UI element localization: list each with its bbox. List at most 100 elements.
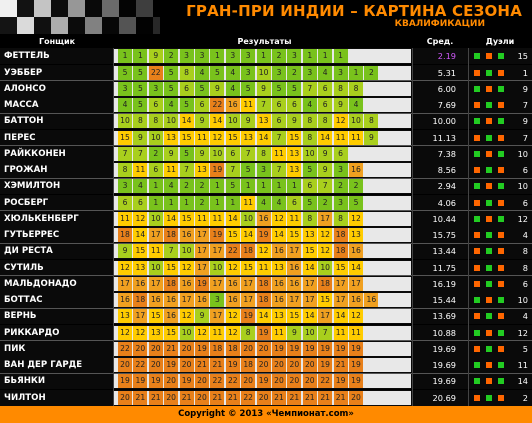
result-cell: 14: [349, 260, 363, 275]
duel-marker: [498, 69, 504, 76]
duel-count: 4: [522, 311, 528, 321]
result-cell: 10: [302, 325, 317, 340]
column-header-results: Результаты: [237, 37, 292, 46]
duel-marker: [498, 297, 504, 303]
result-cell: 20: [179, 341, 194, 356]
average-position: 8.56: [437, 165, 456, 175]
average-position: 20.69: [432, 392, 456, 403]
result-cell: 12: [179, 260, 194, 275]
result-cell: 12: [318, 244, 333, 258]
pair-separator: [0, 80, 532, 81]
result-cell: 5: [241, 163, 256, 177]
result-cell: 6: [148, 163, 163, 177]
result-cell: 22: [133, 358, 148, 372]
result-cell: 21: [164, 341, 179, 356]
driver-name: УЭББЕР: [4, 67, 43, 78]
duel-marker: [486, 329, 492, 336]
driver-row: МАЛЬДОНАДО 17 16 17 18 16 19 17 16 17 18 16 16 17 18 17…: [0, 275, 532, 292]
duel-marker: [486, 280, 492, 287]
result-cell: 14: [133, 228, 148, 242]
result-cell: 22: [148, 65, 163, 80]
result-cell: 9: [195, 146, 209, 161]
flag-square: [119, 17, 136, 34]
flag-square: [85, 17, 102, 34]
duel-marker: [474, 345, 480, 352]
result-cell: 3: [195, 49, 209, 63]
duel-count: 7: [522, 100, 528, 110]
result-cell: 20: [256, 341, 271, 356]
result-cell: 16: [133, 276, 148, 291]
result-cell: 6: [318, 98, 333, 112]
duel-marker: [498, 313, 504, 319]
duel-count: 6: [522, 165, 528, 175]
result-cell: 7: [179, 163, 194, 177]
result-cell: 7: [272, 130, 286, 145]
result-cell: 12: [333, 114, 348, 128]
result-cell: 17: [210, 244, 225, 258]
duel-count: 7: [522, 132, 528, 143]
result-cell: 10: [164, 114, 179, 128]
column-header-driver: Гонщик: [39, 37, 75, 46]
result-cell: 14: [302, 309, 317, 323]
result-cell: 19: [179, 374, 194, 388]
result-cell: 20: [287, 374, 302, 388]
result-cell: 15: [287, 309, 302, 323]
result-cell: 17: [195, 260, 209, 275]
driver-name: ДИ РЕСТА: [4, 246, 53, 256]
flag-square: [68, 17, 85, 34]
average-position: 19.69: [432, 360, 456, 370]
result-cell: 17: [333, 276, 348, 291]
duel-marker: [474, 150, 480, 157]
duel-count: 11: [517, 360, 528, 370]
result-cell: 4: [164, 98, 179, 112]
result-cell: 1: [333, 49, 348, 63]
result-cell: 19: [195, 341, 209, 356]
driver-row: ЧИЛТОН 20 21 21 20 21 20 21 21 22 20 21 21 21 21 21 20 20…: [0, 389, 532, 406]
average-position: 11.13: [432, 132, 456, 143]
result-cell: 15: [225, 228, 240, 242]
result-cell: 10: [256, 65, 271, 80]
result-cell: 5: [164, 65, 179, 80]
result-cell: 12: [256, 244, 271, 258]
result-cell: 19: [256, 325, 271, 340]
result-cell: 10: [179, 244, 194, 258]
driver-row: АЛОНСО 3 5 3 5 6 5 9 4 5 9 5 5 7 6 8 8 6.00 9: [0, 80, 532, 97]
average-position: 2.19: [437, 51, 456, 61]
duel-count: 4: [522, 230, 528, 240]
column-header-duels: Дуэли: [485, 37, 515, 46]
duel-marker: [498, 345, 504, 352]
result-cell: 4: [118, 98, 132, 112]
result-cell: 1: [164, 195, 179, 210]
result-cell: 9: [364, 130, 379, 145]
duel-marker: [486, 313, 492, 319]
result-cell: 9: [148, 49, 163, 63]
duel-marker: [498, 264, 504, 271]
average-position: 10.00: [432, 116, 456, 126]
result-cell: 18: [256, 276, 271, 291]
duel-count: 15: [517, 51, 528, 61]
result-cell: 9: [333, 98, 348, 112]
column-divider: [412, 48, 413, 406]
duel-marker: [486, 362, 492, 368]
driver-row: ВАН ДЕР ГАРДЕ 20 22 20 19 20 21 21 19 18 20 20 20 20 1…: [0, 357, 532, 373]
result-cell: 15: [241, 260, 256, 275]
result-cell: 2: [272, 49, 286, 63]
result-cell: 9: [133, 130, 148, 145]
duel-marker: [474, 134, 480, 141]
flag-square: [51, 17, 68, 34]
duel-marker: [486, 85, 492, 92]
result-cell: 18: [241, 244, 256, 258]
result-cell: 5: [210, 65, 225, 80]
result-cell: 13: [302, 228, 317, 242]
result-cell: 22: [210, 374, 225, 388]
duel-marker: [498, 102, 504, 108]
result-cell: 1: [349, 65, 363, 80]
result-cell: 6: [287, 195, 302, 210]
result-cell: 20: [118, 390, 132, 405]
result-cell: 19: [333, 374, 348, 388]
result-cell: 6: [287, 98, 302, 112]
result-cell: 11: [164, 163, 179, 177]
result-cell: 6: [148, 98, 163, 112]
result-cell: 17: [148, 276, 163, 291]
result-cell: 5: [302, 163, 317, 177]
